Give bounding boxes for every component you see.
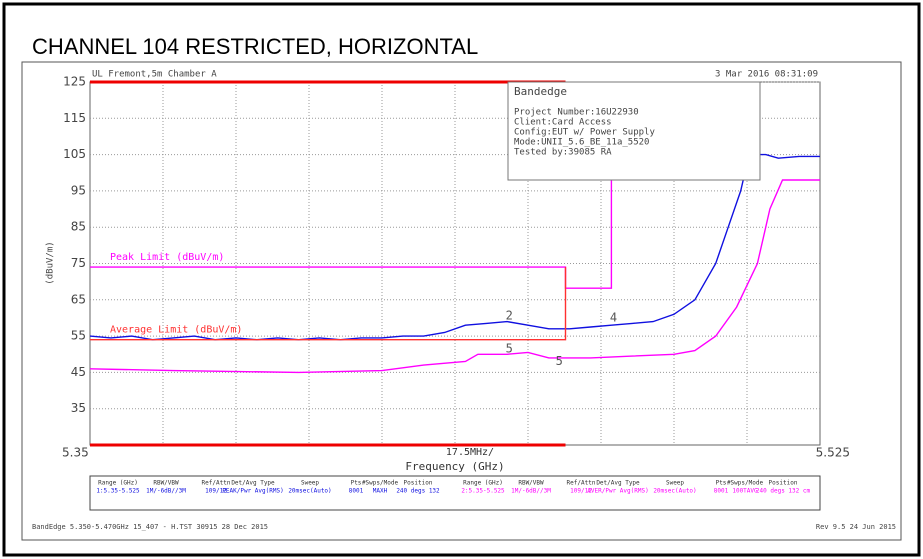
series-line bbox=[90, 267, 567, 341]
table-cell: 240 degs 132 cm bbox=[756, 488, 811, 495]
table-header: RBW/VBW bbox=[518, 480, 544, 487]
table-header: RBW/VBW bbox=[153, 480, 179, 487]
limit-label: Average Limit (dBuV/m) bbox=[110, 325, 242, 336]
table-cell: 240 degs 132 bbox=[396, 488, 440, 495]
timestamp: 3 Mar 2016 08:31:09 bbox=[715, 70, 818, 80]
table-cell: AVER/Pwr Avg(RMS) bbox=[587, 488, 648, 495]
table-header: Position bbox=[769, 480, 798, 487]
info-line: Client:Card Access bbox=[514, 118, 612, 128]
info-title: Bandedge bbox=[514, 85, 567, 98]
info-box bbox=[507, 81, 761, 181]
info-line: Project Number:16U22930 bbox=[514, 108, 639, 118]
table-header: Ref/Attn bbox=[202, 480, 231, 487]
table-header: Ref/Attn bbox=[567, 480, 596, 487]
y-tick-label: 85 bbox=[71, 220, 86, 234]
table-cell: 100TAVG bbox=[732, 488, 758, 495]
table-header: Range (GHz) bbox=[98, 480, 138, 487]
y-tick-label: 75 bbox=[71, 256, 86, 270]
table-cell: 1:5.35-5.525 bbox=[96, 488, 140, 495]
y-tick-label: 105 bbox=[63, 147, 86, 161]
table-header: Range (GHz) bbox=[463, 480, 503, 487]
info-line: Mode:UNII_5.6_BE_11a_5520 bbox=[514, 138, 649, 148]
table-cell: 1M/-6dB//3M bbox=[511, 488, 551, 495]
table-cell: 20msec(Auto) bbox=[653, 488, 696, 495]
settings-table bbox=[89, 475, 821, 511]
x-tick-label: 5.35 bbox=[62, 446, 89, 460]
table-header: Pts bbox=[716, 480, 727, 487]
table-header: Pts bbox=[351, 480, 362, 487]
marker-label: 5 bbox=[556, 354, 563, 368]
table-header: Position bbox=[404, 480, 433, 487]
span-label: 17.5MHz/ bbox=[446, 447, 494, 458]
series-line bbox=[89, 179, 820, 374]
inner-frame bbox=[21, 61, 902, 541]
y-tick-label: 45 bbox=[71, 365, 86, 379]
y-tick-label: 95 bbox=[71, 183, 86, 197]
info-line: Config:EUT w/ Power Supply bbox=[514, 128, 655, 138]
y-tick-label: 115 bbox=[63, 111, 86, 125]
table-cell: PEAK/Pwr Avg(RMS) bbox=[222, 488, 283, 495]
y-tick-label: 35 bbox=[71, 401, 86, 415]
y-axis-label: (dBuV/m) bbox=[46, 241, 56, 284]
table-cell: 109/12 bbox=[570, 488, 592, 495]
table-header: Det/Avg Type bbox=[231, 480, 275, 487]
table-cell: 8001 bbox=[714, 488, 729, 495]
table-cell: MAXH bbox=[373, 488, 388, 495]
table-header: Sweep bbox=[301, 480, 319, 487]
footer-left: BandEdge 5.350-5.470GHz 15_407 - H.TST 3… bbox=[32, 523, 268, 531]
table-header: Sweep bbox=[666, 480, 684, 487]
site-label: UL Fremont,5m Chamber A bbox=[92, 70, 217, 80]
y-tick-label: 55 bbox=[71, 329, 86, 343]
x-tick-label: 5.525 bbox=[816, 446, 850, 460]
table-cell: 2:5.35-5.525 bbox=[461, 488, 505, 495]
table-header: #Swps/Mode bbox=[362, 480, 399, 487]
table-cell: 20msec(Auto) bbox=[288, 488, 331, 495]
table-cell: 109/12 bbox=[205, 488, 227, 495]
y-tick-label: 125 bbox=[63, 75, 86, 89]
table-header: #Swps/Mode bbox=[727, 480, 764, 487]
table-cell: 1M/-6dB//3M bbox=[146, 488, 186, 495]
info-line: Tested by:39085 RA bbox=[514, 148, 612, 158]
limit-label: Peak Limit (dBuV/m) bbox=[110, 252, 224, 263]
marker-label: 4 bbox=[610, 310, 617, 324]
marker-label: 2 bbox=[506, 309, 513, 323]
marker-label: 5 bbox=[506, 341, 513, 355]
x-axis-label: Frequency (GHz) bbox=[405, 460, 504, 473]
table-header: Det/Avg Type bbox=[596, 480, 640, 487]
table-cell: 8001 bbox=[349, 488, 364, 495]
footer-right: Rev 9.5 24 Jun 2015 bbox=[816, 523, 896, 531]
y-tick-label: 65 bbox=[71, 292, 86, 306]
chart-title: CHANNEL 104 RESTRICTED, HORIZONTAL bbox=[32, 34, 478, 59]
